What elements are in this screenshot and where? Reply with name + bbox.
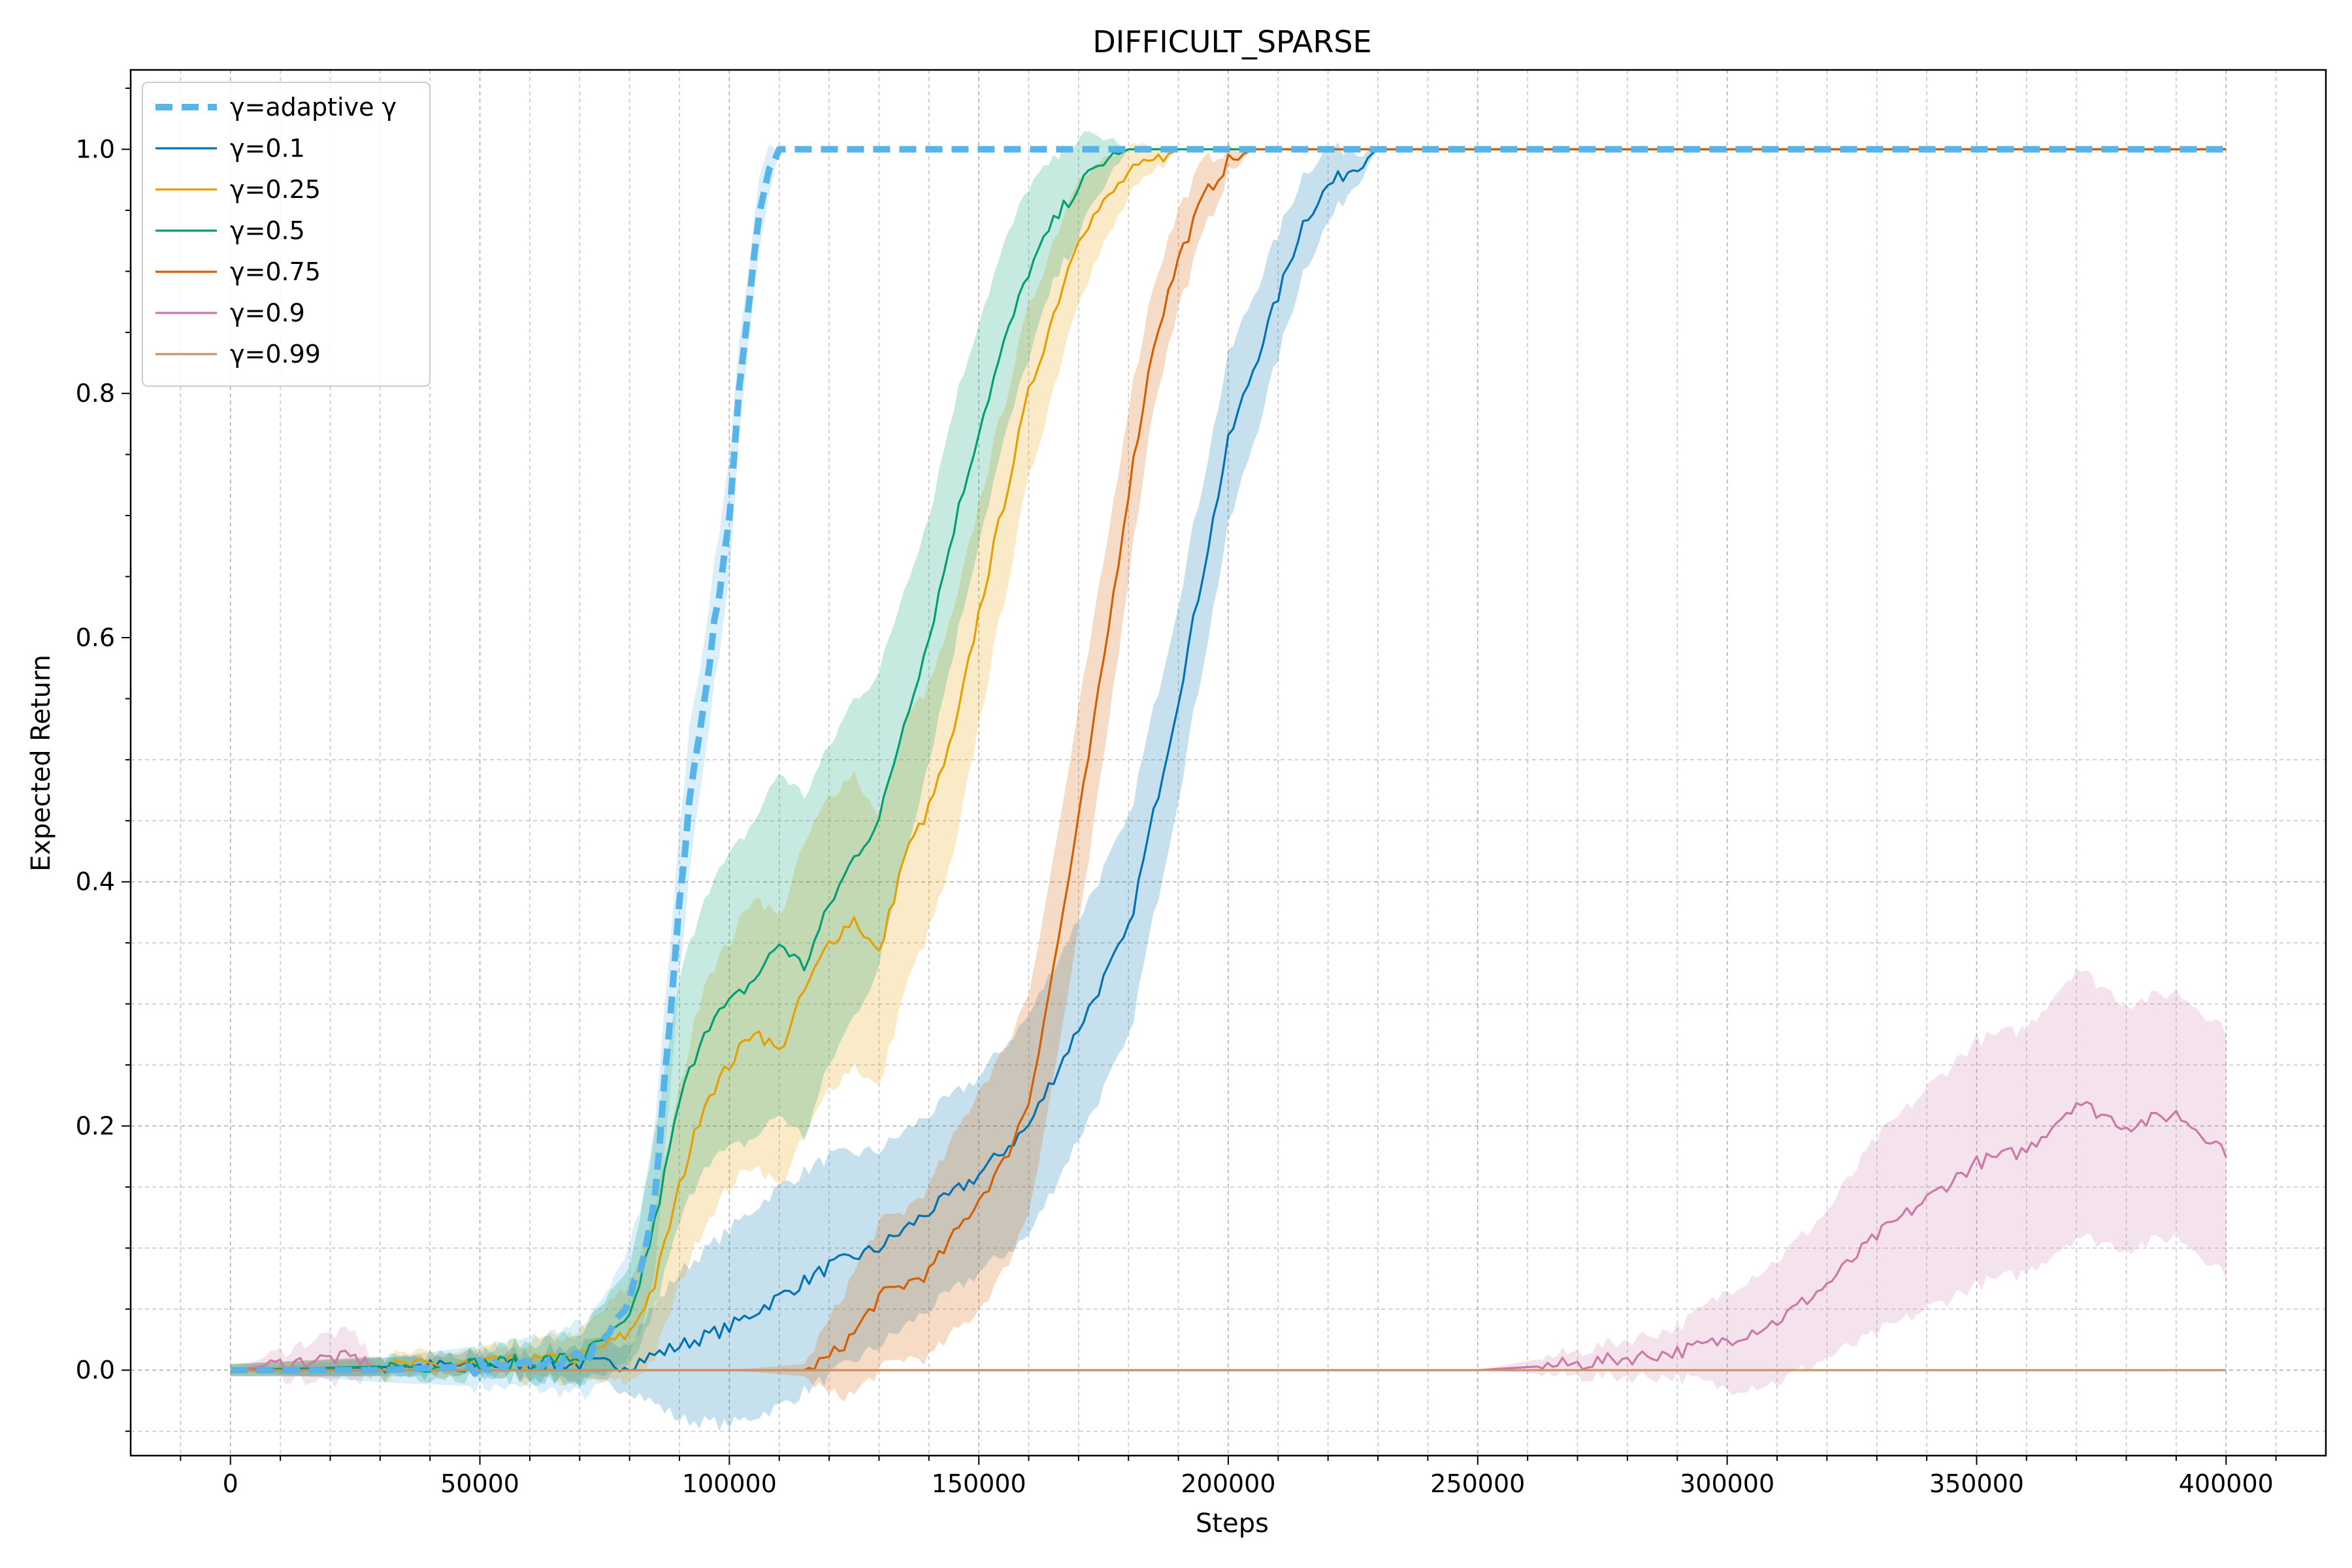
- x-tick-label: 200000: [1181, 1469, 1275, 1498]
- x-tick-label: 300000: [1680, 1469, 1774, 1498]
- legend-box: [142, 82, 431, 387]
- x-axis-ticks: 0 50000 100000 150000 200000 250000 300000 3500…: [180, 1456, 2277, 1498]
- chart-title: DIFFICULT_SPARSE: [1092, 24, 1371, 59]
- series-band: [230, 142, 2227, 1388]
- y-axis-label: Expected Return: [26, 655, 56, 872]
- series-band: [230, 131, 2227, 1387]
- y-axis-ticks: 0.0 0.2 0.4 0.6 0.8 1.0: [76, 88, 131, 1432]
- y-tick-label: 1.0: [76, 135, 115, 163]
- confidence-bands: [230, 131, 2227, 1431]
- y-tick-label: 0.8: [76, 379, 115, 408]
- x-axis-label: Steps: [1196, 1509, 1269, 1539]
- series-band: [230, 144, 2227, 1400]
- x-tick-label: 350000: [1929, 1469, 2024, 1498]
- y-tick-label: 0.6: [76, 623, 115, 652]
- x-tick-label: 0: [223, 1469, 238, 1498]
- legend-label: γ=0.9: [230, 299, 305, 327]
- legend: γ=adaptive γ γ=0.1 γ=0.25 γ=0.5 γ=0.75 γ=0.9 γ…: [142, 82, 431, 387]
- legend-label: γ=0.1: [230, 134, 305, 163]
- series-lines: [230, 146, 2227, 1377]
- legend-label: γ=adaptive γ: [230, 93, 397, 122]
- legend-label: γ=0.75: [230, 257, 321, 286]
- x-tick-label: 250000: [1430, 1469, 1525, 1498]
- y-tick-label: 0.0: [76, 1356, 115, 1384]
- series-line: [230, 146, 2227, 1377]
- y-tick-label: 0.4: [76, 868, 115, 896]
- legend-label: γ=0.5: [230, 216, 305, 245]
- x-tick-label: 400000: [2179, 1469, 2274, 1498]
- series-band: [230, 142, 2227, 1431]
- y-tick-label: 0.2: [76, 1111, 115, 1140]
- x-tick-label: 100000: [682, 1469, 777, 1498]
- x-tick-label: 150000: [932, 1469, 1026, 1498]
- x-tick-label: 50000: [440, 1469, 519, 1498]
- legend-label: γ=0.25: [230, 175, 321, 204]
- legend-label: γ=0.99: [230, 340, 321, 368]
